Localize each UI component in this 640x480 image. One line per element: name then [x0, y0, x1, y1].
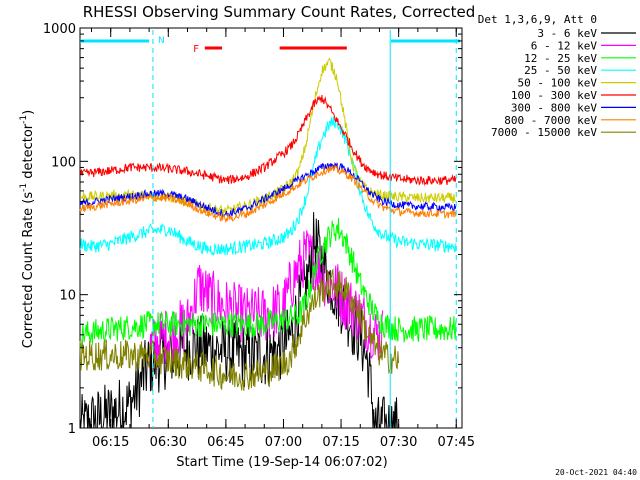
flare-label: F [193, 44, 199, 55]
series-line-6 [79, 95, 457, 187]
x-axis-label: Start Time (19-Sep-14 06:07:02) [176, 455, 387, 470]
legend-label: 300 - 800 keV [511, 101, 597, 114]
legend-label: 6 - 12 keV [531, 39, 598, 52]
legend-header: Det 1,3,6,9, Att 0 [478, 13, 597, 26]
series-line-8 [79, 164, 457, 224]
legend-label: 12 - 25 keV [524, 52, 597, 65]
x-tick-label: 07:15 [322, 435, 359, 450]
series-line-9 [79, 268, 400, 391]
y-tick-label: 100 [51, 155, 76, 170]
x-tick-label: 06:15 [92, 435, 129, 450]
x-tick-label: 06:30 [150, 435, 187, 450]
x-tick-label: 07:30 [380, 435, 417, 450]
axis-layer: 1 10 100 1000 06:15 06:30 06:45 07:00 07:15 07:30… [43, 22, 475, 450]
series-layer [79, 57, 457, 429]
legend-label: 3 - 6 keV [537, 27, 597, 40]
x-tick-label: 07:00 [265, 435, 302, 450]
y-tick-label: 10 [59, 289, 76, 304]
legend-label: 25 - 50 keV [524, 64, 597, 77]
legend-label: 7000 - 15000 keV [491, 126, 597, 139]
legend-label: 800 - 7000 keV [504, 114, 597, 127]
footer-timestamp: 20-Oct-2021 04:40 [555, 468, 637, 477]
x-tick-label: 07:45 [438, 435, 475, 450]
legend-label: 50 - 100 keV [518, 77, 598, 90]
overlay-layer: NF [80, 30, 461, 428]
series-line-3 [79, 217, 457, 349]
y-tick-label: 1 [68, 422, 76, 437]
series-line-4 [79, 116, 457, 257]
legend-label: 100 - 300 keV [511, 89, 597, 102]
y-tick-label: 1000 [43, 22, 76, 37]
night-label: N [158, 36, 165, 46]
chart-title: RHESSI Observing Summary Count Rates, Co… [83, 3, 476, 21]
y-axis-label: Corrected Count Rate (s-1 detector-1) [19, 110, 36, 348]
plot-frame [79, 27, 463, 429]
x-tick-label: 06:45 [207, 435, 244, 450]
series-line-5 [79, 57, 457, 216]
series-line-2 [148, 230, 384, 369]
